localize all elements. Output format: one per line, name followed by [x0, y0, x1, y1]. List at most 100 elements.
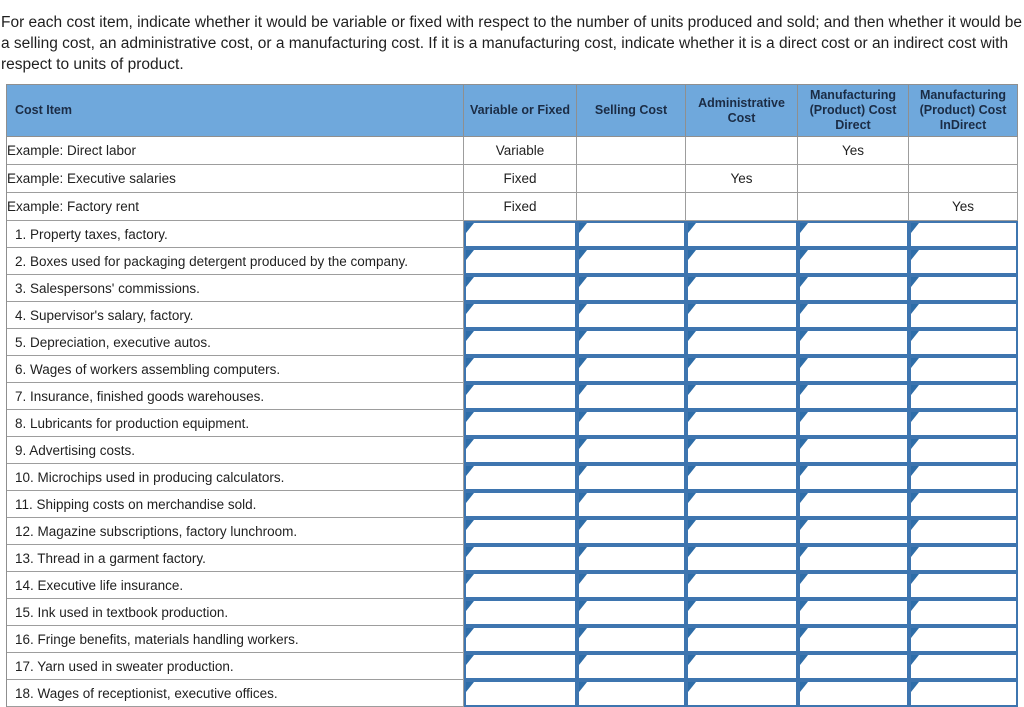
dropdown-cell-manufacturing-direct[interactable]	[798, 599, 909, 626]
dropdown-cell-manufacturing-indirect[interactable]	[909, 545, 1018, 572]
dropdown-cell-administrative-cost[interactable]	[686, 248, 798, 275]
dropdown-cell-variable-or-fixed[interactable]	[464, 545, 577, 572]
dropdown-cell-administrative-cost[interactable]	[686, 275, 798, 302]
dropdown-cell-selling-cost[interactable]	[577, 383, 686, 410]
dropdown-cell-manufacturing-direct[interactable]	[798, 626, 909, 653]
dropdown-cell-selling-cost[interactable]	[577, 545, 686, 572]
dropdown-cell-manufacturing-direct[interactable]	[798, 491, 909, 518]
dropdown-cell-administrative-cost[interactable]	[686, 437, 798, 464]
dropdown-cell-manufacturing-direct[interactable]	[798, 275, 909, 302]
dropdown-cell-manufacturing-indirect[interactable]	[909, 572, 1018, 599]
dropdown-cell-variable-or-fixed[interactable]	[464, 599, 577, 626]
dropdown-cell-administrative-cost[interactable]	[686, 518, 798, 545]
dropdown-cell-manufacturing-indirect[interactable]	[909, 329, 1018, 356]
dropdown-cell-manufacturing-direct[interactable]	[798, 248, 909, 275]
dropdown-cell-manufacturing-direct[interactable]	[798, 680, 909, 707]
dropdown-flag-icon	[466, 412, 474, 422]
example-cell-variable-or-fixed: Variable	[464, 137, 577, 165]
dropdown-cell-manufacturing-direct[interactable]	[798, 329, 909, 356]
dropdown-flag-icon	[466, 574, 474, 584]
dropdown-cell-manufacturing-indirect[interactable]	[909, 302, 1018, 329]
dropdown-cell-administrative-cost[interactable]	[686, 464, 798, 491]
dropdown-cell-manufacturing-direct[interactable]	[798, 302, 909, 329]
dropdown-cell-variable-or-fixed[interactable]	[464, 680, 577, 707]
dropdown-cell-variable-or-fixed[interactable]	[464, 410, 577, 437]
dropdown-cell-variable-or-fixed[interactable]	[464, 275, 577, 302]
dropdown-flag-icon	[688, 682, 696, 692]
dropdown-cell-manufacturing-direct[interactable]	[798, 221, 909, 248]
dropdown-cell-selling-cost[interactable]	[577, 356, 686, 383]
dropdown-cell-administrative-cost[interactable]	[686, 653, 798, 680]
dropdown-cell-selling-cost[interactable]	[577, 680, 686, 707]
dropdown-cell-manufacturing-direct[interactable]	[798, 653, 909, 680]
dropdown-cell-selling-cost[interactable]	[577, 248, 686, 275]
cost-item-cell: 8. Lubricants for production equipment.	[7, 410, 464, 437]
dropdown-flag-icon	[911, 304, 919, 314]
dropdown-cell-selling-cost[interactable]	[577, 437, 686, 464]
dropdown-cell-selling-cost[interactable]	[577, 464, 686, 491]
dropdown-cell-selling-cost[interactable]	[577, 302, 686, 329]
dropdown-cell-administrative-cost[interactable]	[686, 491, 798, 518]
dropdown-cell-administrative-cost[interactable]	[686, 302, 798, 329]
dropdown-cell-variable-or-fixed[interactable]	[464, 518, 577, 545]
dropdown-cell-variable-or-fixed[interactable]	[464, 491, 577, 518]
dropdown-cell-administrative-cost[interactable]	[686, 356, 798, 383]
dropdown-cell-variable-or-fixed[interactable]	[464, 356, 577, 383]
dropdown-cell-selling-cost[interactable]	[577, 275, 686, 302]
dropdown-cell-variable-or-fixed[interactable]	[464, 383, 577, 410]
dropdown-cell-administrative-cost[interactable]	[686, 599, 798, 626]
dropdown-cell-selling-cost[interactable]	[577, 221, 686, 248]
dropdown-cell-manufacturing-indirect[interactable]	[909, 437, 1018, 464]
dropdown-cell-selling-cost[interactable]	[577, 626, 686, 653]
dropdown-cell-manufacturing-direct[interactable]	[798, 518, 909, 545]
dropdown-cell-manufacturing-indirect[interactable]	[909, 491, 1018, 518]
dropdown-cell-manufacturing-indirect[interactable]	[909, 680, 1018, 707]
dropdown-cell-manufacturing-indirect[interactable]	[909, 410, 1018, 437]
dropdown-cell-administrative-cost[interactable]	[686, 410, 798, 437]
dropdown-cell-manufacturing-direct[interactable]	[798, 356, 909, 383]
dropdown-cell-administrative-cost[interactable]	[686, 680, 798, 707]
dropdown-cell-manufacturing-direct[interactable]	[798, 437, 909, 464]
dropdown-cell-manufacturing-indirect[interactable]	[909, 653, 1018, 680]
dropdown-cell-selling-cost[interactable]	[577, 572, 686, 599]
dropdown-cell-selling-cost[interactable]	[577, 518, 686, 545]
dropdown-flag-icon	[579, 574, 587, 584]
dropdown-cell-manufacturing-direct[interactable]	[798, 410, 909, 437]
dropdown-cell-administrative-cost[interactable]	[686, 383, 798, 410]
dropdown-cell-administrative-cost[interactable]	[686, 329, 798, 356]
dropdown-cell-variable-or-fixed[interactable]	[464, 437, 577, 464]
dropdown-cell-manufacturing-direct[interactable]	[798, 572, 909, 599]
dropdown-cell-manufacturing-direct[interactable]	[798, 464, 909, 491]
dropdown-cell-selling-cost[interactable]	[577, 491, 686, 518]
dropdown-cell-selling-cost[interactable]	[577, 653, 686, 680]
dropdown-cell-manufacturing-indirect[interactable]	[909, 626, 1018, 653]
dropdown-cell-administrative-cost[interactable]	[686, 221, 798, 248]
dropdown-cell-manufacturing-indirect[interactable]	[909, 248, 1018, 275]
dropdown-cell-variable-or-fixed[interactable]	[464, 464, 577, 491]
dropdown-cell-variable-or-fixed[interactable]	[464, 572, 577, 599]
dropdown-cell-selling-cost[interactable]	[577, 599, 686, 626]
dropdown-cell-manufacturing-indirect[interactable]	[909, 221, 1018, 248]
dropdown-cell-manufacturing-direct[interactable]	[798, 545, 909, 572]
dropdown-cell-manufacturing-indirect[interactable]	[909, 356, 1018, 383]
dropdown-cell-administrative-cost[interactable]	[686, 626, 798, 653]
dropdown-cell-variable-or-fixed[interactable]	[464, 248, 577, 275]
dropdown-cell-manufacturing-indirect[interactable]	[909, 275, 1018, 302]
dropdown-flag-icon	[800, 601, 808, 611]
dropdown-cell-administrative-cost[interactable]	[686, 572, 798, 599]
dropdown-cell-manufacturing-indirect[interactable]	[909, 599, 1018, 626]
dropdown-cell-manufacturing-direct[interactable]	[798, 383, 909, 410]
dropdown-cell-variable-or-fixed[interactable]	[464, 653, 577, 680]
dropdown-flag-icon	[466, 547, 474, 557]
example-cell-selling-cost	[577, 165, 686, 193]
dropdown-cell-manufacturing-indirect[interactable]	[909, 383, 1018, 410]
dropdown-cell-variable-or-fixed[interactable]	[464, 329, 577, 356]
dropdown-cell-selling-cost[interactable]	[577, 410, 686, 437]
dropdown-cell-manufacturing-indirect[interactable]	[909, 518, 1018, 545]
dropdown-cell-selling-cost[interactable]	[577, 329, 686, 356]
dropdown-cell-manufacturing-indirect[interactable]	[909, 464, 1018, 491]
dropdown-cell-variable-or-fixed[interactable]	[464, 221, 577, 248]
dropdown-cell-administrative-cost[interactable]	[686, 545, 798, 572]
dropdown-cell-variable-or-fixed[interactable]	[464, 302, 577, 329]
dropdown-cell-variable-or-fixed[interactable]	[464, 626, 577, 653]
